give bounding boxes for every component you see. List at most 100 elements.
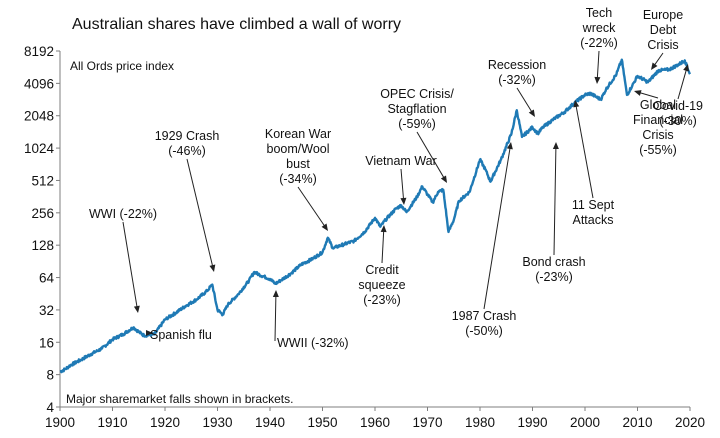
annotation-arrow — [122, 221, 138, 309]
annotation-arrow — [186, 158, 214, 268]
y-tick-label: 8192 — [24, 44, 54, 59]
y-tick-label: 256 — [31, 206, 54, 221]
chart-subtitle: All Ords price index — [70, 59, 174, 73]
annotation-label: wreck — [582, 21, 616, 35]
annotation-label: 1929 Crash — [155, 129, 220, 143]
annotation: Recession(-32%) — [488, 58, 546, 117]
x-tick-label: 2010 — [622, 415, 652, 430]
annotation-label: Tech — [586, 6, 612, 20]
y-tick-label: 32 — [39, 303, 54, 318]
annotation: OPEC Crisis/Stagflation(-59%) — [380, 87, 454, 183]
annotation-label: squeeze — [358, 278, 405, 292]
annotation-label: (-30%) — [659, 114, 697, 128]
annotation: Bond crash(-23%) — [522, 142, 586, 284]
annotation-arrowhead — [400, 197, 407, 205]
annotation-arrowhead — [552, 142, 559, 150]
annotation-label: WWII (-32%) — [277, 336, 349, 350]
annotation-label: Korean War — [265, 127, 331, 141]
annotation-arrow — [653, 52, 664, 67]
y-tick-label: 8 — [46, 368, 54, 383]
chart-title: Australian shares have climbed a wall of… — [72, 16, 401, 33]
annotation-arrowhead — [440, 175, 447, 183]
annotation-label: Vietnam War — [365, 154, 437, 168]
x-tick-label: 1940 — [255, 415, 285, 430]
annotation-label: (-23%) — [535, 270, 573, 284]
annotation-arrow — [596, 50, 600, 80]
x-tick-label: 1980 — [465, 415, 495, 430]
annotation-label: bust — [286, 157, 310, 171]
annotation: WWI (-22%) — [89, 207, 157, 313]
x-tick-label: 1960 — [360, 415, 390, 430]
annotation-label: 11 Sept — [572, 198, 615, 212]
annotation-arrowhead — [146, 330, 153, 336]
annotation-arrow — [400, 168, 405, 201]
annotation-label: OPEC Crisis/ — [380, 87, 454, 101]
chart-footnote: Major sharemarket falls shown in bracket… — [66, 392, 293, 406]
annotation-label: Global — [640, 98, 676, 112]
annotation-label: (-22%) — [580, 36, 618, 50]
x-tick-label: 1900 — [45, 415, 75, 430]
annotation: 1929 Crash(-46%) — [155, 129, 220, 272]
annotation-label: Bond crash — [522, 255, 585, 269]
annotation-label: Crisis — [642, 128, 673, 142]
annotation-arrowhead — [683, 64, 689, 72]
x-tick-label: 1920 — [150, 415, 180, 430]
annotation-arrow — [274, 294, 277, 342]
annotation-label: 1987 Crash — [452, 309, 517, 323]
annotation-label: (-50%) — [465, 324, 503, 338]
annotation-label: Crisis — [647, 38, 678, 52]
annotation-arrowhead — [651, 62, 658, 70]
x-tick-label: 1970 — [412, 415, 442, 430]
y-tick-label: 4096 — [24, 76, 54, 91]
annotation-arrow — [516, 87, 533, 114]
annotation: Covid-19(-30%) — [653, 64, 703, 128]
annotation-label: Stagflation — [387, 102, 446, 116]
annotation-arrow — [416, 131, 445, 179]
annotation-label: Covid-19 — [653, 99, 703, 113]
annotation-label: Attacks — [573, 213, 614, 227]
annotation-arrowhead — [321, 223, 328, 231]
annotation-label: (-32%) — [498, 73, 536, 87]
annotation: Vietnam War — [365, 154, 437, 205]
annotation-arrowhead — [594, 76, 601, 84]
x-tick-label: 1950 — [307, 415, 337, 430]
annotation-arrow — [381, 229, 385, 264]
annotation-arrow — [677, 68, 688, 100]
annotation-label: (-23%) — [363, 293, 401, 307]
annotations-group: WWI (-22%) Spanish flu 1929 Crash(-46%) WWI… — [89, 6, 703, 350]
annotation-arrow — [575, 104, 594, 199]
annotation-label: Recession — [488, 58, 546, 72]
x-tick-label: 1910 — [97, 415, 127, 430]
annotation-label: (-46%) — [168, 144, 206, 158]
x-tick-label: 2020 — [675, 415, 705, 430]
annotation-arrow — [553, 146, 557, 256]
annotation-arrow — [297, 186, 326, 228]
annotation-arrowhead — [380, 225, 387, 233]
y-tick-label: 512 — [31, 173, 54, 188]
annotation-arrowhead — [528, 109, 535, 117]
y-tick-label: 2048 — [24, 109, 54, 124]
annotation-arrowhead — [634, 90, 642, 96]
y-tick-label: 128 — [31, 238, 54, 253]
y-tick-label: 64 — [39, 271, 55, 286]
y-tick-label: 4 — [46, 400, 54, 415]
annotation-arrow — [638, 91, 659, 99]
annotation: WWII (-32%) — [272, 290, 349, 350]
y-tick-label: 16 — [39, 335, 54, 350]
annotation-label: Spanish flu — [150, 328, 212, 342]
annotation-label: WWI (-22%) — [89, 207, 157, 221]
y-tick-label: 1024 — [24, 141, 55, 156]
annotation-label: (-55%) — [639, 143, 677, 157]
x-tick-label: 2000 — [570, 415, 600, 430]
x-tick-label: 1990 — [517, 415, 547, 430]
annotation-label: Credit — [365, 263, 399, 277]
annotation-arrowhead — [573, 100, 580, 108]
